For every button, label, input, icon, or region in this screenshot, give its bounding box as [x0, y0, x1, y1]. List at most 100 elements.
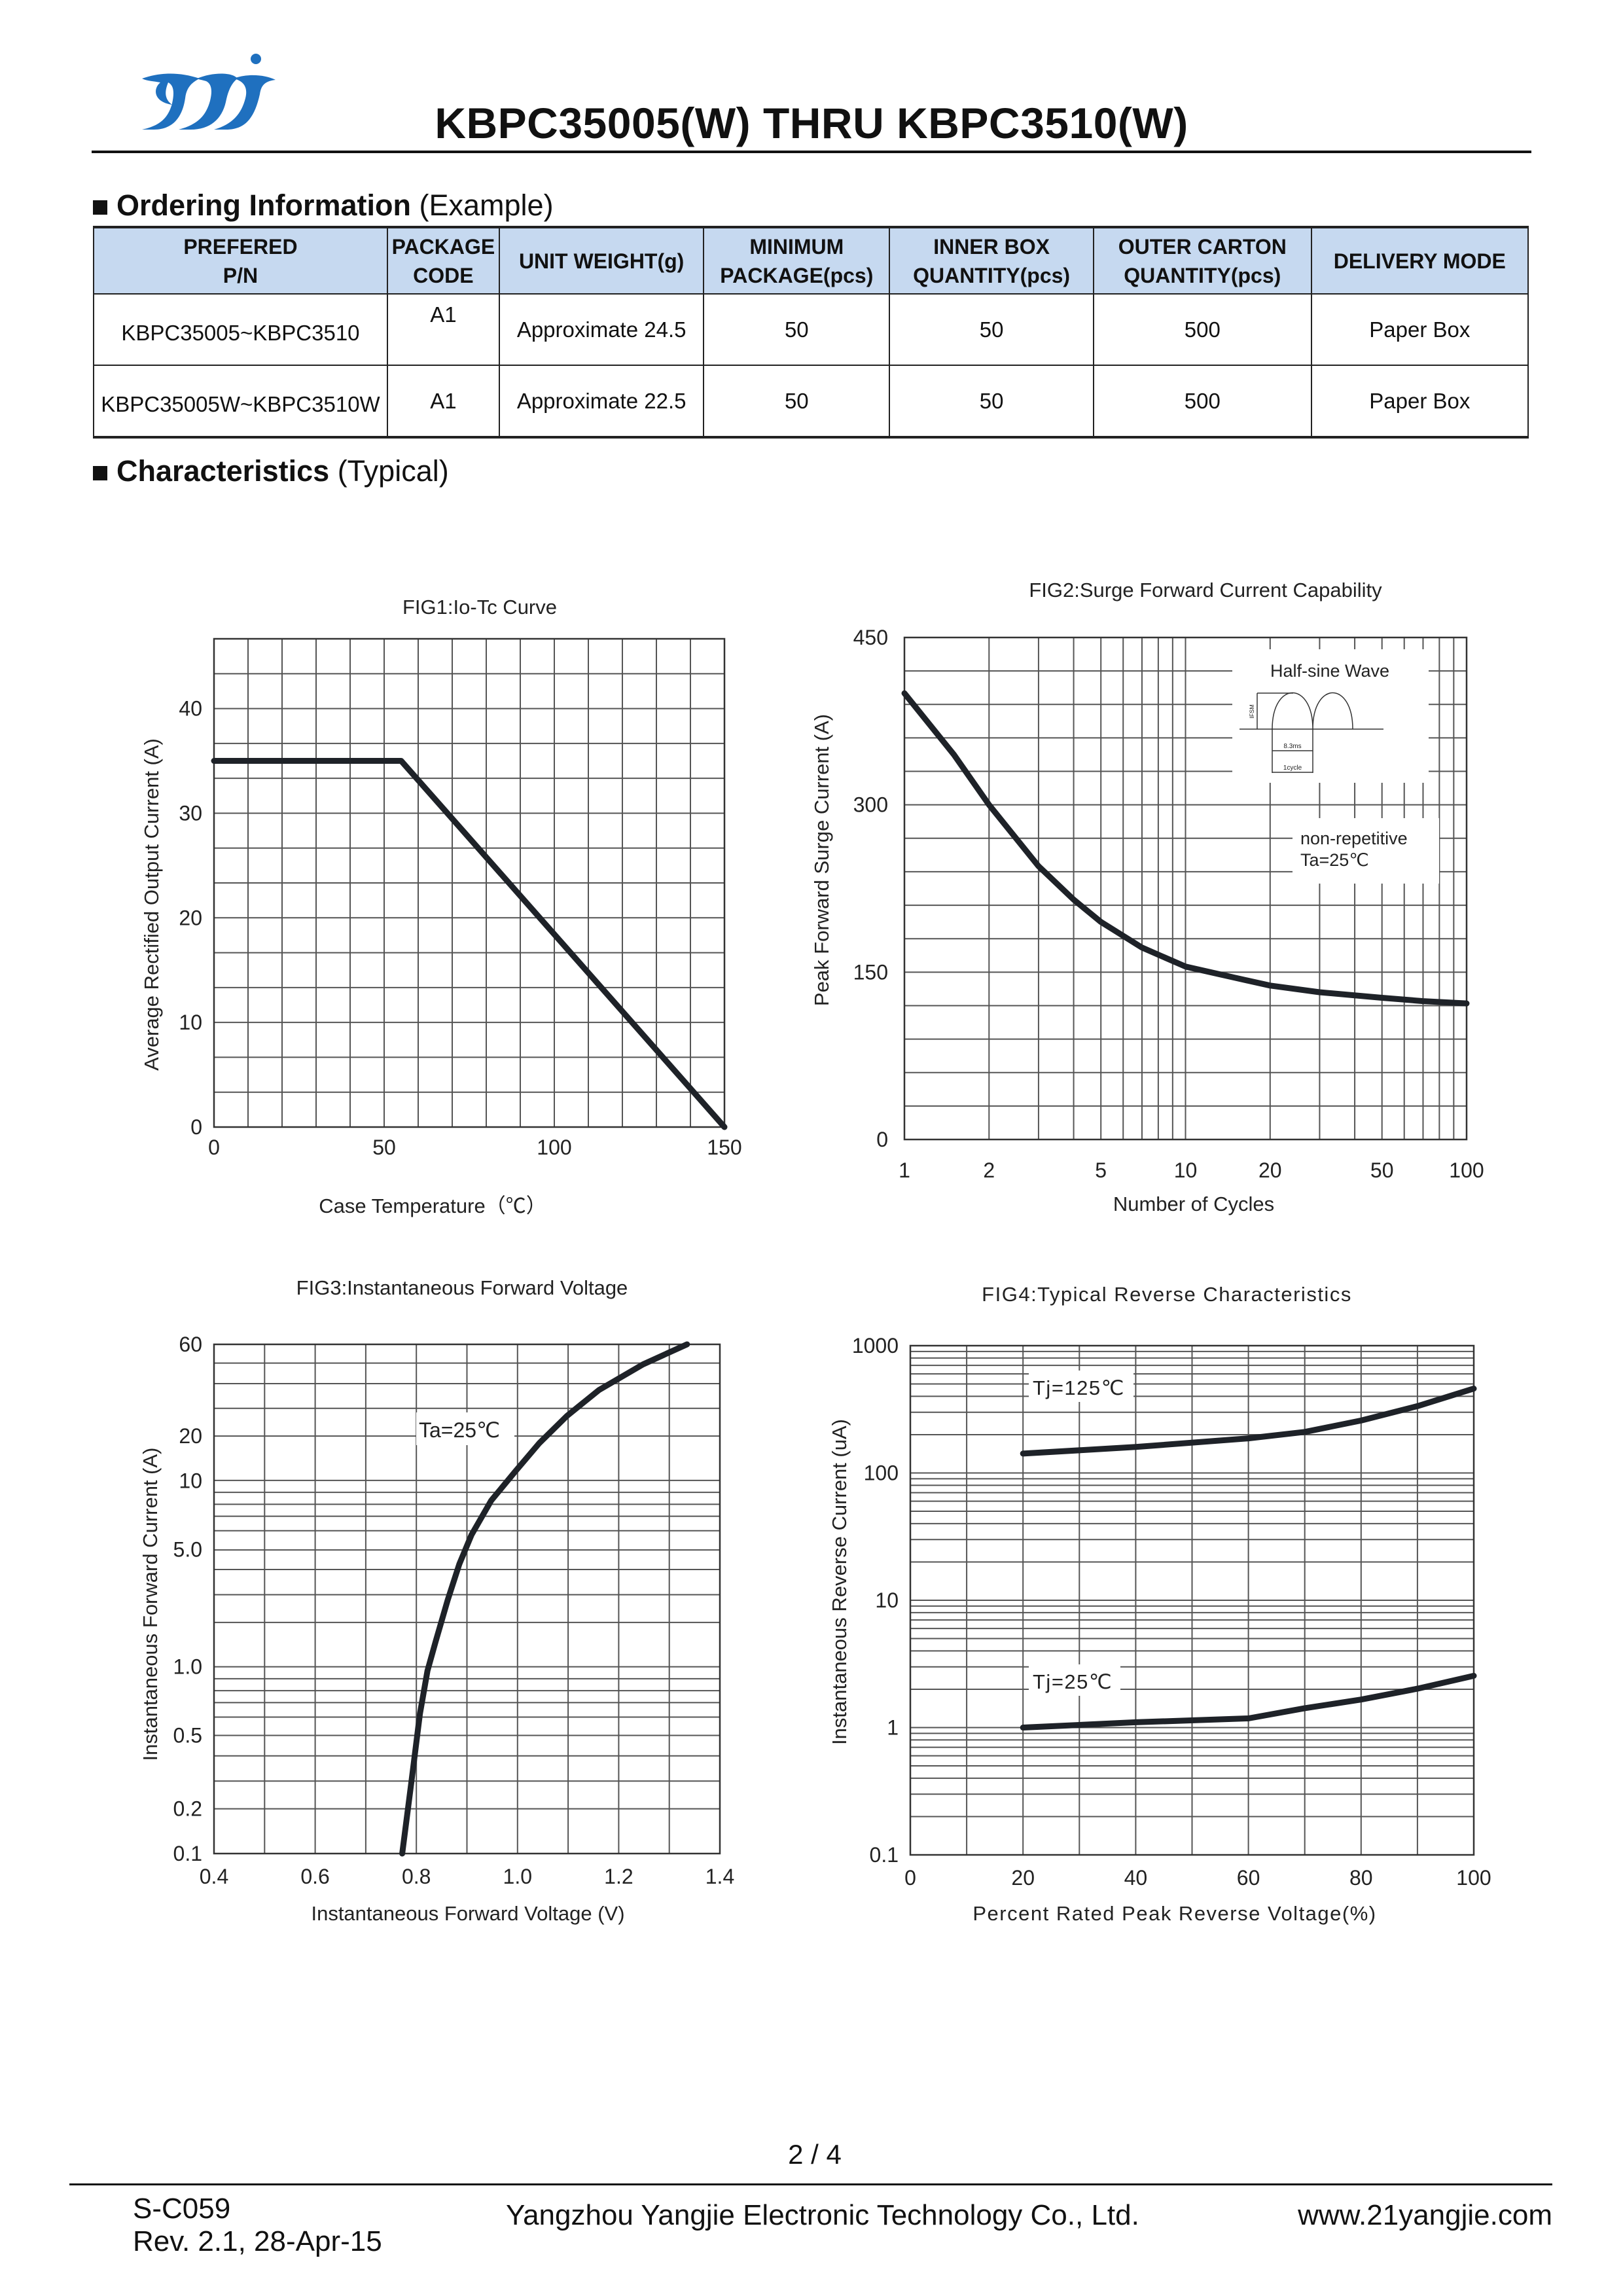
- cell-minimum-package: 50: [703, 293, 891, 366]
- chart-title: FIG3:Instantaneous Forward Voltage: [296, 1276, 628, 1299]
- inset-title: Half-sine Wave: [1270, 661, 1389, 681]
- ordering-heading-suffix: (Example): [411, 188, 554, 222]
- y-tick-label: 1000: [852, 1334, 899, 1357]
- x-axis-label: Case Temperature（℃）: [319, 1194, 546, 1217]
- column-header-minimum-package: MINIMUM PACKAGE(pcs): [703, 226, 891, 295]
- y-tick-label: 1: [887, 1716, 899, 1740]
- inset-background: [1232, 649, 1429, 783]
- cell-inner-box: 50: [889, 365, 1094, 439]
- x-tick-label: 20: [1258, 1158, 1282, 1182]
- title-divider: [92, 151, 1531, 153]
- y-tick-label: 0.1: [870, 1843, 899, 1867]
- inset-cycle-label: 1cycle: [1283, 764, 1302, 772]
- x-axis-label: Instantaneous Forward Voltage (V): [311, 1902, 624, 1925]
- y-tick-label: 20: [179, 1424, 202, 1448]
- condition-label: Ta=25℃: [419, 1418, 500, 1442]
- plot-frame: [903, 636, 1468, 1141]
- y-tick-label: 100: [864, 1462, 899, 1485]
- plot-frame: [213, 1343, 721, 1855]
- series-curve-1: [901, 690, 1470, 1007]
- company-website: www.21yangjie.com: [1298, 2199, 1552, 2231]
- y-tick-label: 150: [853, 960, 888, 984]
- y-tick-label: 0.2: [173, 1797, 202, 1821]
- y-tick-label: 0: [190, 1115, 202, 1139]
- y-tick-label: 10: [179, 1469, 202, 1493]
- y-tick-label: 60: [179, 1333, 202, 1356]
- ordering-heading-bold: Ordering Information: [116, 188, 411, 222]
- y-axis-label: Peak Forward Surge Current (A): [810, 714, 833, 1006]
- condition-background: [1293, 818, 1439, 884]
- column-header-delivery-mode: DELIVERY MODE: [1310, 226, 1529, 295]
- x-tick-label: 2: [983, 1158, 995, 1182]
- characteristics-heading-bold: Characteristics: [116, 454, 330, 488]
- cell-unit-weight: Approximate 24.5: [498, 293, 705, 366]
- footer-divider: [69, 2183, 1552, 2185]
- y-tick-label: 10: [179, 1011, 202, 1034]
- x-tick-label: 60: [1237, 1866, 1260, 1890]
- x-tick-label: 50: [1370, 1158, 1394, 1182]
- characteristics-heading-suffix: (Typical): [329, 454, 449, 488]
- column-header-package-code: PACKAGE CODE: [386, 226, 500, 295]
- bullet-square-icon: [93, 200, 107, 215]
- x-tick-label: 50: [372, 1136, 396, 1159]
- chart-fig1: 0 50 100 150 0 10 20 30 40 FIG1:Io-Tc Curve Case T…: [140, 596, 742, 1217]
- y-axis-label: Instantaneous Forward Current (A): [139, 1448, 162, 1761]
- column-header-part-number: PREFERED P/N: [93, 226, 388, 295]
- x-tick-label: 1.2: [604, 1865, 633, 1888]
- y-axis-label: Instantaneous Reverse Current (uA): [828, 1419, 851, 1745]
- chart-title: FIG4:Typical Reverse Characteristics: [982, 1283, 1352, 1306]
- condition-label: Ta=25℃: [1300, 850, 1369, 870]
- document-code: S-C059: [133, 2193, 231, 2225]
- x-tick-label: 1: [899, 1158, 910, 1182]
- x-axis-label: Number of Cycles: [1113, 1193, 1274, 1215]
- y-axis-label: Average Rectified Output Current (A): [140, 738, 163, 1071]
- x-tick-label: 100: [1456, 1866, 1491, 1890]
- cell-outer-carton: 500: [1092, 293, 1312, 366]
- x-tick-label: 0.8: [402, 1865, 431, 1888]
- company-logo: [142, 54, 276, 130]
- inset-ifsm-label: IFSM: [1249, 704, 1255, 719]
- cell-package-code: A1: [386, 365, 500, 439]
- y-tick-label: 5.0: [173, 1538, 202, 1562]
- cell-inner-box: 50: [889, 293, 1094, 366]
- label-background: [1029, 1371, 1133, 1402]
- cell-minimum-package: 50: [703, 365, 891, 439]
- x-tick-label: 0.6: [300, 1865, 329, 1888]
- chart-fig4: 0 20 40 60 80 100 0.1 1 10 100 1000 FIG4:Typical Re…: [828, 1283, 1491, 1925]
- chart-fig3: 0.4 0.6 0.8 1.0 1.2 1.4 0.1 0.2 0.5 1.0 5.0 10 20 60 F…: [139, 1276, 734, 1925]
- y-tick-label: 20: [179, 906, 202, 929]
- chart-fig2: 1 2 5 10 20 50 100 0 150 300 450 FIG2:Surge Forward…: [810, 579, 1484, 1215]
- cell-delivery-mode: Paper Box: [1310, 293, 1529, 366]
- x-tick-label: 5: [1095, 1158, 1107, 1182]
- page-number: 2 / 4: [788, 2139, 842, 2170]
- y-tick-label: 0: [876, 1128, 888, 1151]
- x-tick-label: 80: [1349, 1866, 1373, 1890]
- series-label: Tj=125℃: [1033, 1376, 1125, 1399]
- cell-part-number: KBPC35005W~KBPC3510W: [93, 365, 388, 439]
- y-tick-label: 30: [179, 801, 202, 825]
- bullet-square-icon: [93, 466, 107, 480]
- column-header-inner-box: INNER BOX QUANTITY(pcs): [889, 226, 1094, 295]
- x-axis-label: Percent Rated Peak Reverse Voltage(%): [972, 1902, 1376, 1925]
- cell-outer-carton: 500: [1092, 365, 1312, 439]
- chart-title: FIG1:Io-Tc Curve: [402, 596, 557, 619]
- plot-frame: [213, 637, 726, 1128]
- company-name: Yangzhou Yangjie Electronic Technology C…: [506, 2199, 1139, 2231]
- cell-package-code: A1: [386, 293, 500, 366]
- y-tick-label: 10: [875, 1588, 899, 1612]
- y-tick-label: 1.0: [173, 1655, 202, 1678]
- x-tick-label: 100: [1449, 1158, 1484, 1182]
- plot-frame: [909, 1344, 1475, 1856]
- condition-label: non-repetitive: [1300, 829, 1408, 848]
- half-sine-wave-icon: [1240, 692, 1383, 773]
- y-tick-label: 300: [853, 793, 888, 817]
- cell-unit-weight: Approximate 22.5: [498, 365, 705, 439]
- x-tick-label: 1.4: [705, 1865, 734, 1888]
- x-tick-label: 1.0: [503, 1865, 532, 1888]
- column-header-unit-weight: UNIT WEIGHT(g): [498, 226, 705, 295]
- x-tick-label: 0: [208, 1136, 220, 1159]
- table-row: KBPC35005~KBPC3510 A1 Approximate 24.5 5…: [93, 293, 1529, 366]
- x-tick-label: 0: [904, 1866, 916, 1890]
- series-curve-1: [399, 1341, 690, 1857]
